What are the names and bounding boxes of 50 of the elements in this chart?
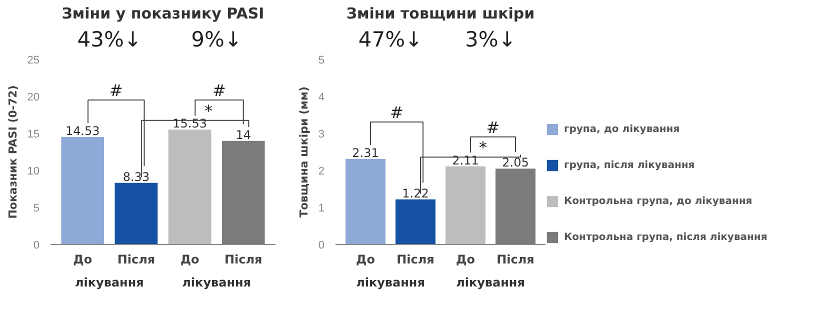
text: 43%↓ [77,28,142,52]
data-label: 1.22 [402,186,429,200]
legend-label: група, після лікування [564,160,695,170]
y-tick-label: 5 [33,202,40,214]
y-tick-label: 0 [318,240,325,252]
annotation: * [204,101,213,120]
text: лікування [182,276,252,290]
x-tick-label: До [73,252,92,266]
data-label: 2.05 [502,156,529,170]
y-tick-label: 15 [27,128,40,140]
data-label: 2.31 [352,146,379,160]
legend-label: Контрольна група, до лікування [564,196,752,206]
data-label: 14.53 [65,124,100,138]
y-tick-label: 10 [27,166,40,178]
x-tick-label: Після [117,252,156,266]
text: 47%↓ [358,28,423,52]
text: 9%↓ [191,28,242,52]
data-label: 2.11 [452,153,479,168]
legend-label: група, до лікування [564,124,680,134]
legend-label: Контрольна група, після лікування [564,232,768,242]
chart-title: Зміни товщини шкіри [346,4,535,22]
annotation: # [109,80,123,100]
x-tick-label: Після [396,252,434,266]
data-label: 15.53 [172,116,207,131]
x-tick-label: До [456,252,475,266]
y-tick-label: 25 [27,54,40,66]
annotation: # [390,103,404,122]
x-tick-label: До [356,252,375,266]
y-axis-title: Показник PASI (0-72) [6,85,20,219]
y-tick-label: 0 [33,240,40,252]
x-tick-label: До [180,252,200,266]
data-label: 14 [236,128,252,142]
x-tick-label: Після [496,252,534,266]
y-tick-label: 4 [318,92,325,104]
y-tick-label: 20 [27,92,40,104]
y-axis-title: Товщина шкіри (мм) [297,86,310,218]
annotation: * [479,138,487,158]
data-label: 8.33 [122,170,150,184]
y-tick-label: 5 [318,54,325,66]
text: лікування [356,276,425,290]
chart-title: Зміни у показнику PASI [62,4,264,22]
annotation: # [212,80,226,100]
text: лікування [75,276,144,290]
x-tick-label: Після [224,252,262,266]
text: лікування [456,276,525,290]
y-tick-label: 3 [318,128,325,140]
annotation: # [486,118,500,137]
text: 3%↓ [465,28,516,52]
y-tick-label: 1 [318,202,325,214]
y-tick-label: 2 [318,166,325,178]
